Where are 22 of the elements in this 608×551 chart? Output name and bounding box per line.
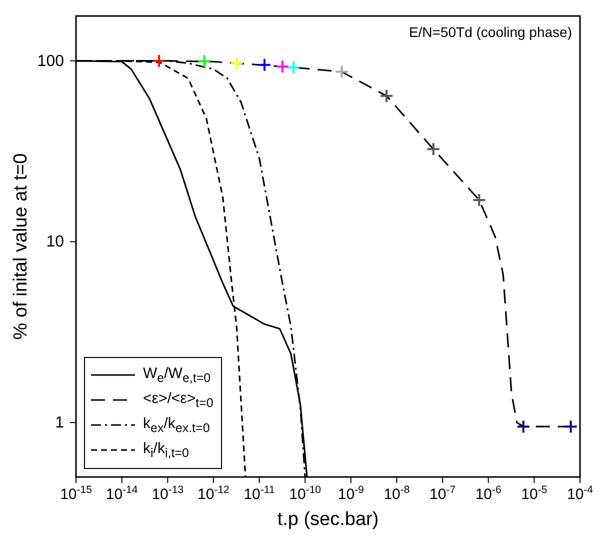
x-tick-label: 10$^{-9}$ xyxy=(338,484,364,503)
y-axis-title: % of inital value at t=0 xyxy=(10,153,32,340)
x-tick-label: 10$^{-14}$ xyxy=(106,484,138,503)
x-tick-label: 10$^{-11}$ xyxy=(244,484,275,503)
legend-label: k$_{i}$/k$_{i,t=0}$ xyxy=(143,440,189,460)
x-tick-label: 10$^{-10}$ xyxy=(289,484,322,503)
x-tick-label: 10$^{-15}$ xyxy=(60,484,92,503)
y-tick-label: 1 xyxy=(55,414,64,432)
x-tick-label: 10$^{-13}$ xyxy=(152,484,184,503)
x-tick-label: 10$^{-7}$ xyxy=(430,484,456,503)
y-tick-label: 10 xyxy=(46,234,64,251)
x-tick-label: 10$^{-8}$ xyxy=(384,484,410,503)
x-tick-label: 10$^{-5}$ xyxy=(521,484,548,503)
x-tick-label: 10$^{-6}$ xyxy=(475,484,502,503)
annotation: E/N=50Td (cooling phase) xyxy=(408,24,572,40)
x-tick-label: 10$^{-4}$ xyxy=(566,484,594,503)
legend-label: k$_{ex}$/k$_{ex.t=0}$ xyxy=(143,414,210,434)
legend-label: W$_{e}$/W$_{e,t=0}$ xyxy=(143,364,211,384)
legend-label: <ε>/<ε>$_{t=0}$ xyxy=(143,390,214,410)
x-axis-title: t.p (sec.bar) xyxy=(277,509,379,530)
y-tick-label: 100 xyxy=(37,52,64,70)
x-tick-label: 10$^{-12}$ xyxy=(198,484,230,503)
